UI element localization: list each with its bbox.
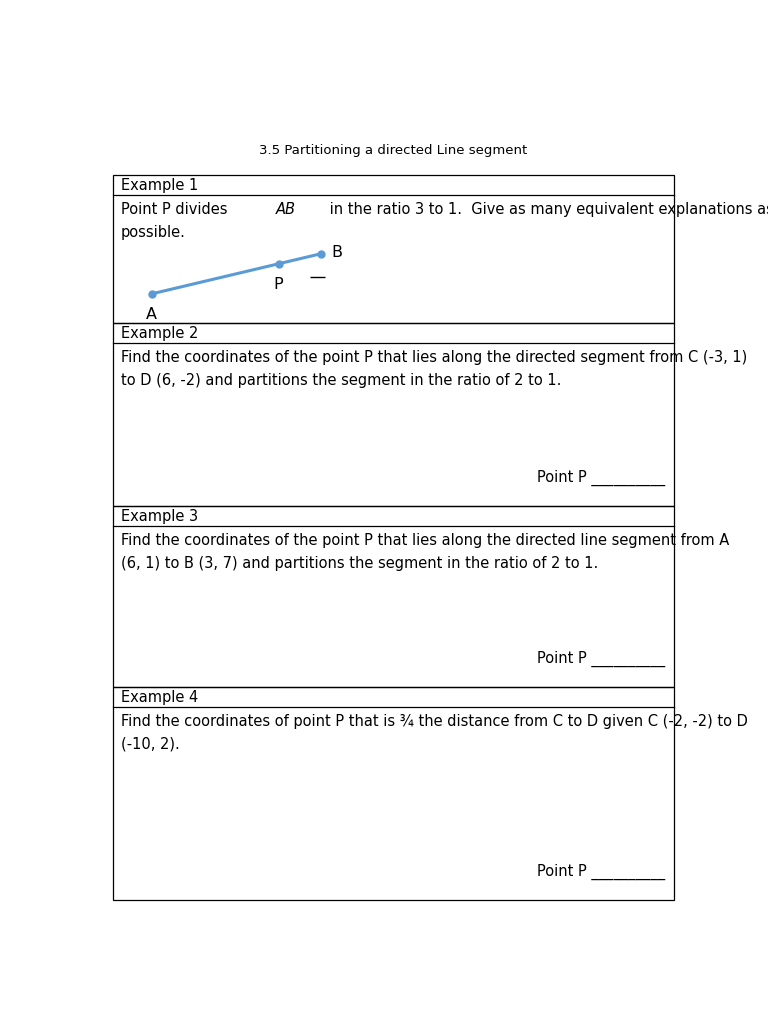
Text: Find the coordinates of the point P that lies along the directed line segment fr: Find the coordinates of the point P that…: [121, 534, 729, 548]
Text: Example 1: Example 1: [121, 178, 198, 193]
Text: Find the coordinates of the point P that lies along the directed segment from C : Find the coordinates of the point P that…: [121, 350, 747, 365]
Text: (6, 1) to B (3, 7) and partitions the segment in the ratio of 2 to 1.: (6, 1) to B (3, 7) and partitions the se…: [121, 556, 598, 571]
Text: (-10, 2).: (-10, 2).: [121, 737, 180, 752]
Text: Point P divides: Point P divides: [121, 202, 232, 217]
Text: in the ratio 3 to 1.  Give as many equivalent explanations as: in the ratio 3 to 1. Give as many equiva…: [325, 202, 768, 217]
Text: Find the coordinates of point P that is ¾ the distance from C to D given C (-2, : Find the coordinates of point P that is …: [121, 715, 748, 729]
Text: Example 4: Example 4: [121, 690, 198, 705]
Bar: [113, 687, 674, 900]
Text: Point P __________: Point P __________: [537, 863, 665, 880]
Text: Example 3: Example 3: [121, 509, 198, 524]
Text: Point P __________: Point P __________: [537, 470, 665, 486]
Text: P: P: [273, 276, 283, 292]
Text: possible.: possible.: [121, 225, 186, 240]
Bar: [113, 506, 674, 687]
Text: Example 2: Example 2: [121, 326, 198, 341]
Text: to D (6, -2) and partitions the segment in the ratio of 2 to 1.: to D (6, -2) and partitions the segment …: [121, 373, 561, 388]
Text: 3.5 Partitioning a directed Line segment: 3.5 Partitioning a directed Line segment: [260, 143, 528, 157]
Text: AB: AB: [276, 202, 296, 217]
Bar: [113, 324, 674, 506]
Text: Point P __________: Point P __________: [537, 651, 665, 668]
Bar: [113, 175, 674, 324]
Text: B: B: [332, 245, 343, 260]
Text: A: A: [146, 307, 157, 322]
